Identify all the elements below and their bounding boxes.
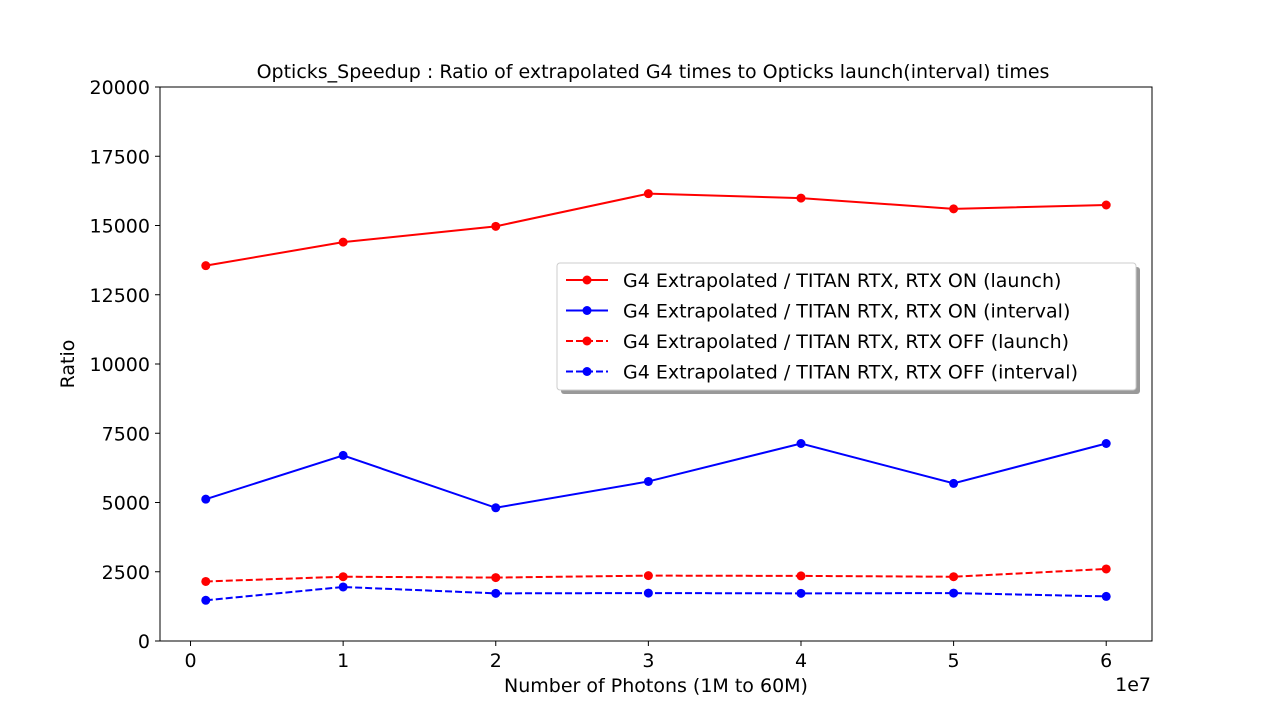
data-point	[491, 588, 501, 598]
y-tick-label: 15000	[90, 216, 150, 238]
data-point	[796, 438, 806, 448]
series-layer	[201, 189, 1111, 605]
x-tick-label: 6	[1100, 650, 1112, 672]
data-point	[796, 571, 806, 581]
x-tick-label: 1	[337, 650, 349, 672]
x-axis-label: Number of Photons (1M to 60M)	[504, 675, 808, 697]
data-point	[201, 261, 211, 271]
data-point	[338, 237, 348, 247]
x-tick-label: 3	[642, 650, 654, 672]
legend-marker	[582, 306, 592, 315]
data-point	[1101, 591, 1111, 601]
plot-area	[159, 86, 1153, 642]
data-point	[491, 221, 501, 231]
series-line	[205, 192, 1107, 267]
data-point	[491, 503, 501, 513]
legend-label: G4 Extrapolated / TITAN RTX, RTX ON (int…	[623, 301, 1070, 323]
y-tick-label: 17500	[90, 146, 150, 168]
legend-label: G4 Extrapolated / TITAN RTX, RTX ON (lau…	[623, 270, 1061, 292]
data-point	[338, 572, 348, 582]
data-point	[949, 204, 959, 214]
legend-marker	[582, 367, 592, 376]
data-point	[796, 193, 806, 203]
chart-title: Opticks_Speedup : Ratio of extrapolated …	[257, 61, 1050, 83]
data-point	[643, 571, 653, 581]
data-point	[201, 595, 211, 605]
x-tick-label: 2	[490, 650, 502, 672]
x-tick-label: 4	[795, 650, 807, 672]
data-point	[796, 588, 806, 598]
data-point	[201, 576, 211, 586]
x-tick-label: 0	[184, 650, 196, 672]
data-point	[949, 588, 959, 598]
data-point	[1101, 564, 1111, 574]
data-point	[338, 582, 348, 592]
legend-box	[556, 262, 1137, 391]
x-axis: 0 1 2 3 4 5 6	[184, 641, 1112, 672]
y-tick-label: 0	[138, 631, 150, 653]
data-point	[643, 189, 653, 199]
data-point	[1101, 438, 1111, 448]
y-tick-label: 2500	[102, 562, 150, 584]
data-point	[949, 478, 959, 488]
legend: G4 Extrapolated / TITAN RTX, RTX ON (lau…	[556, 262, 1140, 394]
data-point	[643, 476, 653, 486]
y-tick-label: 7500	[102, 423, 150, 445]
x-axis-offset-label: 1e7	[1115, 674, 1151, 696]
legend-marker	[582, 275, 592, 285]
y-axis-label: Ratio	[57, 340, 79, 389]
data-point	[1101, 200, 1111, 210]
legend-label: G4 Extrapolated / TITAN RTX, RTX OFF (la…	[623, 331, 1069, 353]
data-point	[201, 494, 211, 504]
y-tick-label: 20000	[90, 77, 150, 99]
data-point	[338, 450, 348, 460]
x-tick-label: 5	[948, 650, 960, 672]
legend-marker	[582, 336, 592, 346]
y-axis: 0 2500 5000 7500 10000 12500 15000 17500 20000	[90, 77, 160, 653]
data-point	[949, 572, 959, 582]
legend-label: G4 Extrapolated / TITAN RTX, RTX OFF (in…	[623, 362, 1078, 384]
y-tick-label: 10000	[90, 354, 150, 376]
data-point	[491, 573, 501, 583]
data-point	[643, 588, 653, 598]
y-tick-label: 5000	[102, 493, 150, 515]
y-tick-label: 12500	[90, 285, 150, 307]
